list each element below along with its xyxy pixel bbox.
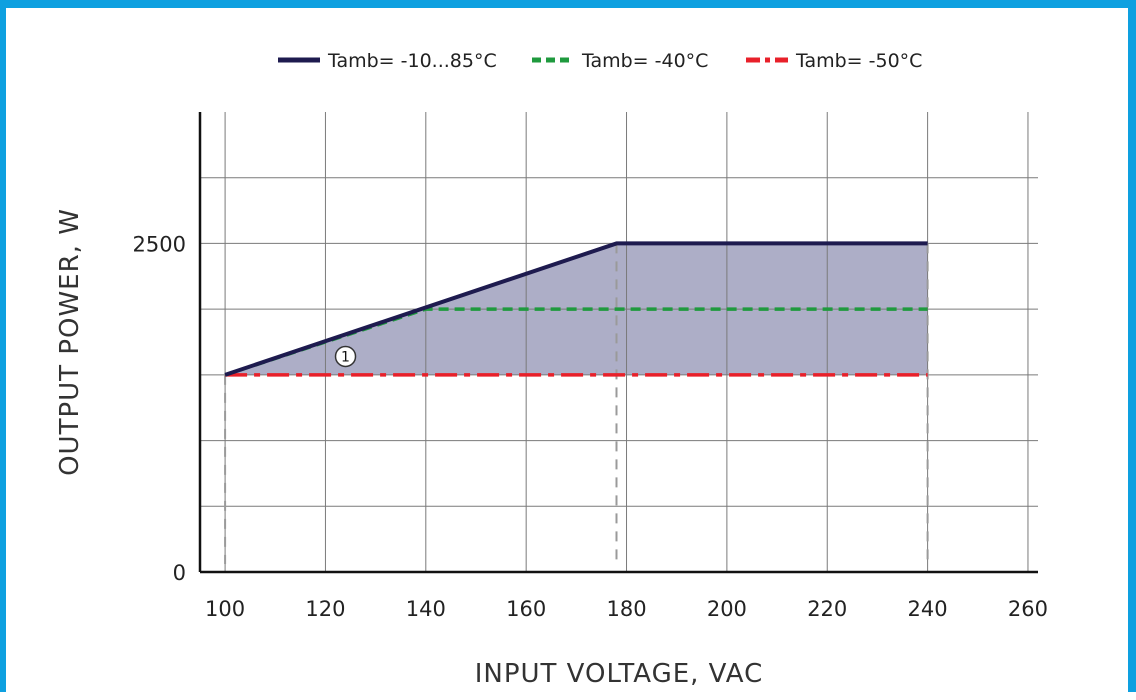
x-tick-label: 240 bbox=[908, 597, 948, 621]
x-tick-label: 100 bbox=[205, 597, 245, 621]
x-tick-label: 260 bbox=[1008, 597, 1048, 621]
y-axis-title: OUTPUT POWER, W bbox=[55, 208, 85, 476]
x-axis-title: INPUT VOLTAGE, VAC bbox=[475, 659, 764, 689]
y-tick-label: 0 bbox=[173, 561, 186, 585]
x-tick-label: 140 bbox=[406, 597, 446, 621]
annotation-marker bbox=[334, 345, 357, 368]
x-tick-label: 220 bbox=[807, 597, 847, 621]
legend-label-0: Tamb= -10...85°C bbox=[327, 50, 497, 72]
annotation-label: 1 bbox=[341, 349, 350, 365]
x-tick-label: 180 bbox=[606, 597, 646, 621]
x-tick-label: 200 bbox=[707, 597, 747, 621]
y-tick-label: 2500 bbox=[133, 232, 186, 256]
x-tick-label: 160 bbox=[506, 597, 546, 621]
chart: 100 120 140 160 180 200 220 240 260 0 2500 INPUT VO… bbox=[55, 50, 1048, 689]
legend-label-2: Tamb= -50°C bbox=[795, 50, 922, 72]
legend-label-1: Tamb= -40°C bbox=[581, 50, 708, 72]
x-tick-label: 120 bbox=[305, 597, 345, 621]
series-line-0 bbox=[224, 241, 928, 377]
